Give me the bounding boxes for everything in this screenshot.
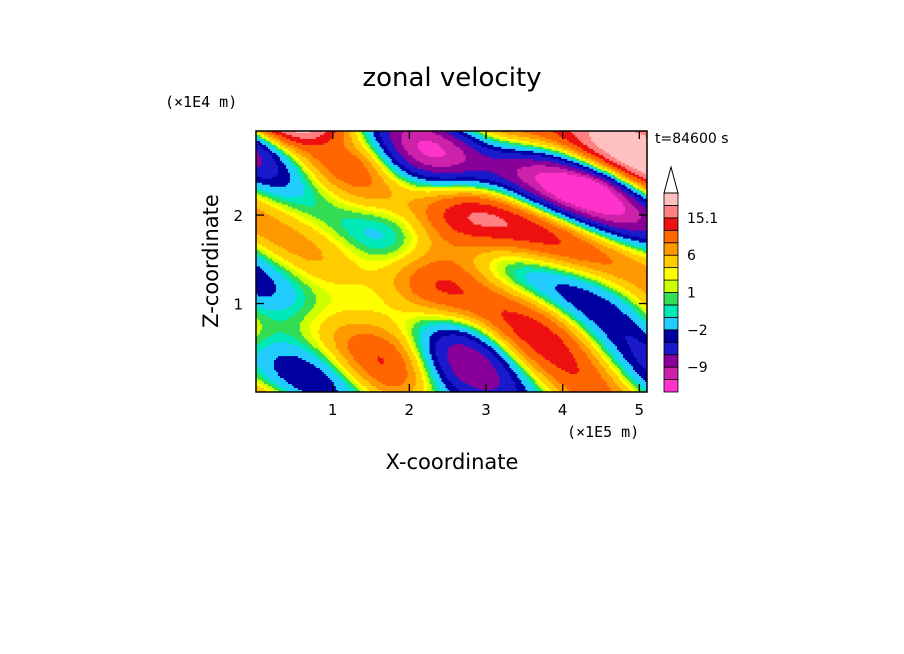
- colorbar-bin: [663, 292, 679, 306]
- colorbar-bin: [663, 229, 679, 244]
- colorbar-bin: [663, 316, 679, 331]
- colorbar-label: 6: [687, 248, 696, 264]
- plot-area: [255, 130, 648, 393]
- colorbar-bin: [663, 366, 679, 380]
- colorbar-bin: [663, 242, 679, 256]
- x-tick-label: 3: [481, 401, 491, 419]
- colorbar-label: −9: [687, 360, 708, 376]
- y-tick-label: 2: [233, 207, 243, 225]
- y-unit-label: (×1E4 m): [165, 93, 237, 111]
- time-label: t=84600 s: [655, 131, 729, 147]
- colorbar-bin: [663, 354, 679, 368]
- colorbar-bin: [663, 341, 679, 356]
- contour-field: [256, 131, 647, 392]
- x-tick-label: 4: [558, 401, 568, 419]
- colorbar-bin: [663, 379, 679, 393]
- x-tick-label: 1: [328, 401, 338, 419]
- colorbar-bin: [663, 304, 679, 318]
- y-axis: 12: [233, 207, 647, 314]
- colorbar-bin: [663, 279, 679, 293]
- colorbar-bin: [663, 217, 679, 231]
- x-unit-label: (×1E5 m): [567, 423, 639, 441]
- x-tick-label: 2: [405, 401, 415, 419]
- colorbar-bin: [663, 329, 679, 343]
- colorbar-extend-arrow: [663, 165, 679, 194]
- x-tick-label: 5: [635, 401, 645, 419]
- x-axis: 1 2 3 4 5: [328, 131, 644, 419]
- chart-title: zonal velocity: [362, 63, 541, 93]
- colorbar-bin: [663, 254, 679, 269]
- colorbar: 15.1 6 1 −2 −9: [663, 165, 718, 393]
- colorbar-bin: [663, 192, 679, 206]
- colorbar-bin: [663, 267, 679, 281]
- x-axis-title: X-coordinate: [386, 450, 519, 474]
- colorbar-bin: [663, 205, 679, 219]
- colorbar-label: −2: [687, 323, 708, 339]
- plot-frame: [255, 130, 648, 393]
- y-axis-title: Z-coordinate: [199, 194, 223, 328]
- y-tick-label: 1: [233, 296, 243, 314]
- colorbar-label: 1: [687, 286, 696, 302]
- colorbar-label: 15.1: [687, 211, 718, 227]
